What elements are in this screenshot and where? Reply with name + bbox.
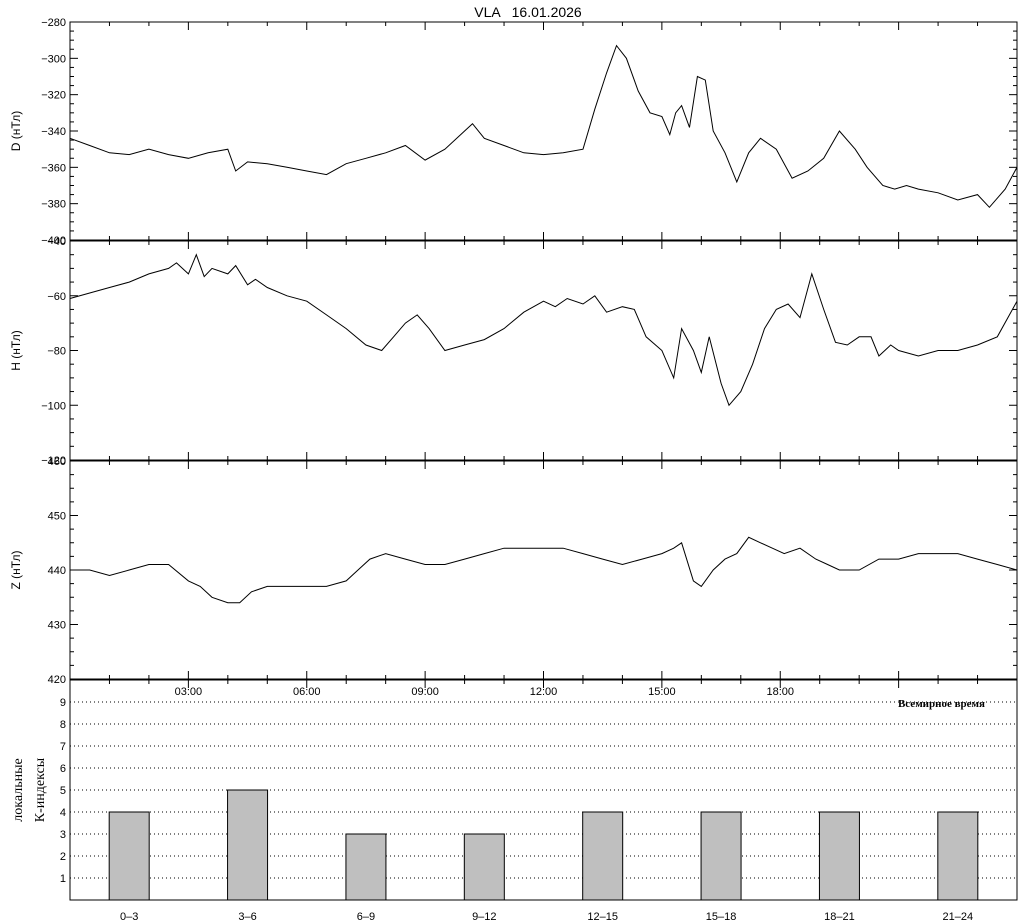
y-tick-label-D: −340	[41, 126, 66, 138]
y-tick-label-H: −40	[47, 236, 66, 248]
k-y-tick-label: 8	[60, 719, 66, 731]
k-category-label: 15–18	[706, 911, 737, 921]
y-axis-label-Z: Z (нТл)	[9, 550, 23, 589]
y-tick-label-D: −380	[41, 199, 66, 211]
y-tick-label-Z: 450	[48, 511, 66, 523]
k-category-label: 6–9	[357, 911, 375, 921]
time-tick-label: 06:00	[293, 686, 321, 698]
chart-title: VLA 16.01.2026	[474, 4, 582, 20]
y-tick-label-Z: 460	[48, 456, 66, 468]
k-y-tick-label: 1	[60, 873, 66, 885]
k-bar	[582, 811, 624, 901]
time-tick-label: 12:00	[530, 686, 558, 698]
y-tick-label-Z: 420	[48, 674, 66, 686]
series-line-Z	[70, 536, 1018, 604]
k-bar	[108, 811, 150, 901]
y-tick-label-H: −120	[41, 455, 66, 467]
k-bar	[463, 833, 505, 901]
series-line-H	[69, 253, 1018, 407]
time-tick-label: 09:00	[411, 686, 439, 698]
time-tick-label: 18:00	[766, 686, 794, 698]
k-category-label: 9–12	[472, 911, 496, 921]
k-y-tick-label: 9	[60, 697, 66, 709]
k-category-label: 3–6	[238, 911, 256, 921]
k-axis-label-line2: К-индексы	[33, 757, 48, 822]
k-y-tick-label: 2	[60, 851, 66, 863]
k-category-label: 21–24	[943, 911, 974, 921]
k-category-label: 12–15	[587, 911, 618, 921]
y-tick-label-D: −400	[41, 235, 66, 247]
k-bar	[937, 811, 979, 901]
k-bar	[700, 811, 742, 901]
k-category-label: 18–21	[824, 911, 855, 921]
k-bar	[818, 811, 860, 901]
y-tick-label-D: −360	[41, 162, 66, 174]
time-axis-label: Всемирное время	[898, 698, 985, 710]
y-tick-label-H: −60	[47, 291, 66, 303]
time-tick-label: 15:00	[648, 686, 676, 698]
k-y-tick-label: 6	[60, 763, 66, 775]
y-tick-label-D: −280	[41, 17, 66, 29]
time-tick-label: 03:00	[175, 686, 203, 698]
k-bar	[227, 789, 269, 901]
y-tick-label-D: −300	[41, 53, 66, 65]
k-y-tick-label: 4	[60, 807, 66, 819]
series-line-D	[69, 44, 1018, 209]
y-tick-label-H: −80	[47, 346, 66, 358]
y-tick-label-H: −100	[41, 400, 66, 412]
k-bar	[345, 833, 387, 901]
k-y-tick-label: 3	[60, 829, 66, 841]
chart-layer: −400 −380 −360 −340 −320 −300 −280 D (нТл) −120 −…	[9, 17, 1018, 921]
y-tick-label-D: −320	[41, 90, 66, 102]
k-y-tick-label: 7	[60, 741, 66, 753]
k-axis-label-line1: локальные	[11, 758, 26, 821]
y-axis-label-H: H (нТл)	[9, 330, 23, 370]
y-axis-label-D: D (нТл)	[9, 111, 23, 151]
y-tick-label-Z: 440	[48, 565, 66, 577]
k-category-label: 0–3	[120, 911, 138, 921]
k-y-tick-label: 5	[60, 785, 66, 797]
y-tick-label-Z: 430	[48, 620, 66, 632]
